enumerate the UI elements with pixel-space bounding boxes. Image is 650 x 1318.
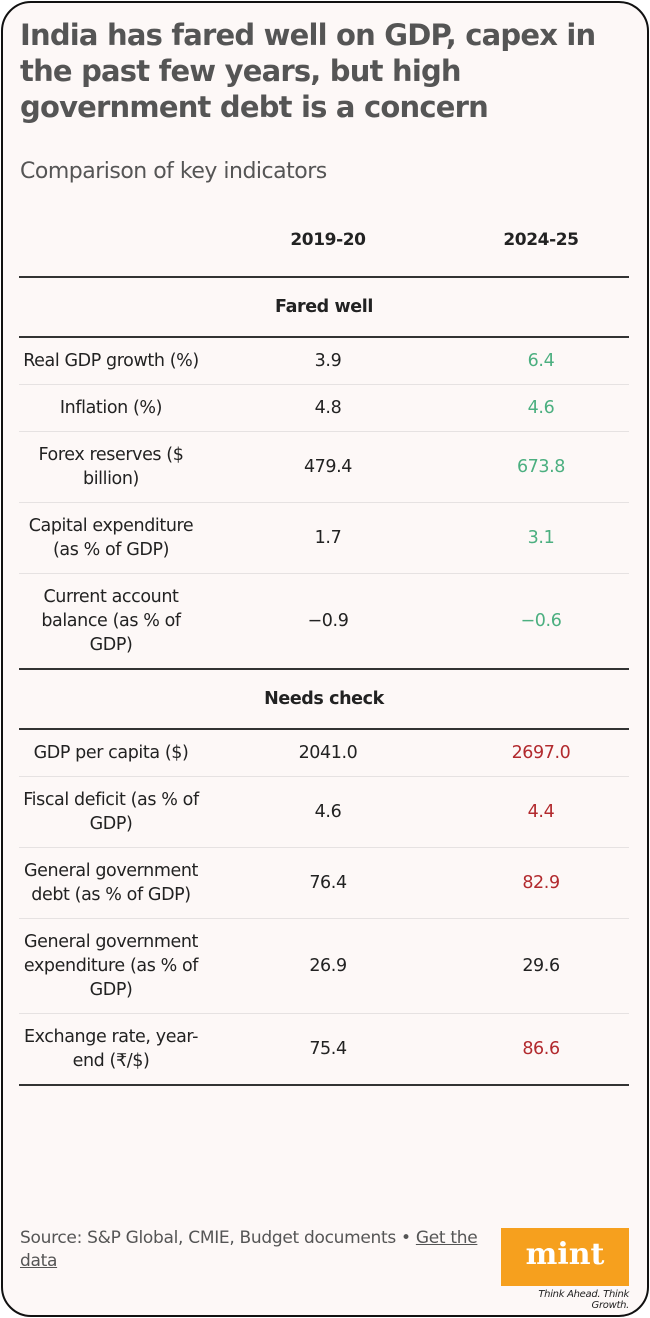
- section-title: Fared well: [19, 277, 629, 338]
- table-row: Real GDP growth (%) 3.9 6.4: [19, 337, 629, 385]
- indicators-table: 2019-20 2024-25 Fared well Real GDP growt…: [19, 203, 629, 1086]
- chart-title: India has fared well on GDP, capex in th…: [20, 18, 596, 124]
- source-note: Source: S&P Global, CMIE, Budget documen…: [20, 1227, 480, 1273]
- column-header-label: [19, 203, 203, 278]
- table-row: Inflation (%) 4.8 4.6: [19, 384, 629, 432]
- section-title: Needs check: [19, 669, 629, 730]
- logo-tagline: Think Ahead. Think Growth.: [538, 1289, 629, 1311]
- value-2024: 82.9: [453, 847, 629, 919]
- value-2019: 2041.0: [203, 729, 453, 777]
- value-2019: 1.7: [203, 502, 453, 574]
- value-2024: 4.6: [453, 384, 629, 432]
- row-label: General government debt (as % of GDP): [19, 847, 203, 919]
- table-row: Capital expenditure (as % of GDP) 1.7 3.1: [19, 502, 629, 574]
- mint-logo: mint: [501, 1228, 629, 1286]
- row-label: Current account balance (as % of GDP): [19, 573, 203, 670]
- value-2019: 26.9: [203, 918, 453, 1014]
- section-header: Fared well: [19, 277, 629, 338]
- value-2019: 3.9: [203, 337, 453, 385]
- value-2019: 479.4: [203, 431, 453, 503]
- row-label: Fiscal deficit (as % of GDP): [19, 776, 203, 848]
- value-2024: 4.4: [453, 776, 629, 848]
- value-2024: 673.8: [453, 431, 629, 503]
- table-row: General government debt (as % of GDP) 76.…: [19, 847, 629, 919]
- row-label: General government expenditure (as % of …: [19, 918, 203, 1014]
- column-header-2019: 2019-20: [203, 203, 453, 278]
- table-row: Current account balance (as % of GDP) −0.…: [19, 573, 629, 670]
- value-2024: 2697.0: [453, 729, 629, 777]
- value-2019: 75.4: [203, 1013, 453, 1086]
- value-2019: 4.6: [203, 776, 453, 848]
- value-2024: 86.6: [453, 1013, 629, 1086]
- table-row: Exchange rate, year-end (₹/$) 75.4 86.6: [19, 1013, 629, 1086]
- row-label: Forex reserves ($ billion): [19, 431, 203, 503]
- table-row: Fiscal deficit (as % of GDP) 4.6 4.4: [19, 776, 629, 848]
- value-2019: 4.8: [203, 384, 453, 432]
- row-label: Capital expenditure (as % of GDP): [19, 502, 203, 574]
- row-label: Inflation (%): [19, 384, 203, 432]
- table-row: GDP per capita ($) 2041.0 2697.0: [19, 729, 629, 777]
- get-data-link[interactable]: Get the data: [20, 1228, 478, 1271]
- row-label: Exchange rate, year-end (₹/$): [19, 1013, 203, 1086]
- section-header: Needs check: [19, 669, 629, 730]
- value-2024: 3.1: [453, 502, 629, 574]
- value-2024: −0.6: [453, 573, 629, 670]
- row-label: Real GDP growth (%): [19, 337, 203, 385]
- row-label: GDP per capita ($): [19, 729, 203, 777]
- chart-subtitle: Comparison of key indicators: [20, 159, 327, 184]
- table-row: General government expenditure (as % of …: [19, 918, 629, 1014]
- column-header-2024: 2024-25: [453, 203, 629, 278]
- value-2024: 6.4: [453, 337, 629, 385]
- value-2019: 76.4: [203, 847, 453, 919]
- table-row: Forex reserves ($ billion) 479.4 673.8: [19, 431, 629, 503]
- value-2019: −0.9: [203, 573, 453, 670]
- value-2024: 29.6: [453, 918, 629, 1014]
- source-text: Source: S&P Global, CMIE, Budget documen…: [20, 1228, 416, 1248]
